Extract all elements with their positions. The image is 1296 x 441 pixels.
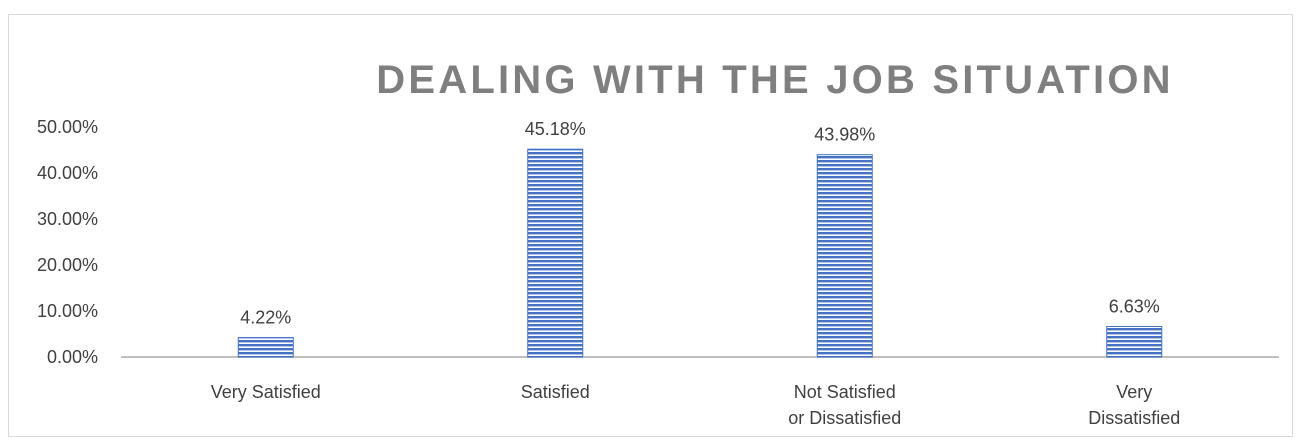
data-label: 43.98%	[814, 125, 875, 145]
y-tick-label: 10.00%	[37, 301, 98, 321]
category-label: Satisfied	[521, 382, 590, 402]
category-label: or Dissatisfied	[788, 408, 901, 428]
y-tick-label: 30.00%	[37, 209, 98, 229]
bar	[1106, 326, 1163, 358]
chart-title: DEALING WITH THE JOB SITUATION	[376, 58, 1173, 102]
y-tick-label: 40.00%	[37, 163, 98, 183]
y-tick-label: 20.00%	[37, 255, 98, 275]
data-label: 6.63%	[1109, 297, 1160, 317]
bar	[237, 337, 294, 358]
category-labels-group: Very Satisfied Satisfied Not Satisfied or D…	[211, 382, 1181, 428]
category-label: Dissatisfied	[1088, 408, 1180, 428]
bar	[527, 148, 584, 358]
category-label: Not Satisfied	[794, 382, 896, 402]
chart-frame	[8, 14, 1293, 437]
y-tick-label: 0.00%	[47, 347, 98, 367]
data-label: 45.18%	[525, 119, 586, 139]
category-label: Very Satisfied	[211, 382, 321, 402]
y-axis-ticks: 0.00% 10.00% 20.00% 30.00% 40.00% 50.00%	[37, 117, 98, 367]
data-label: 4.22%	[240, 308, 291, 328]
bars-group	[237, 148, 1163, 358]
bar	[816, 154, 873, 358]
y-tick-label: 50.00%	[37, 117, 98, 137]
value-labels-group: 4.22% 45.18% 43.98% 6.63%	[240, 119, 1160, 327]
category-label: Very	[1116, 382, 1152, 402]
